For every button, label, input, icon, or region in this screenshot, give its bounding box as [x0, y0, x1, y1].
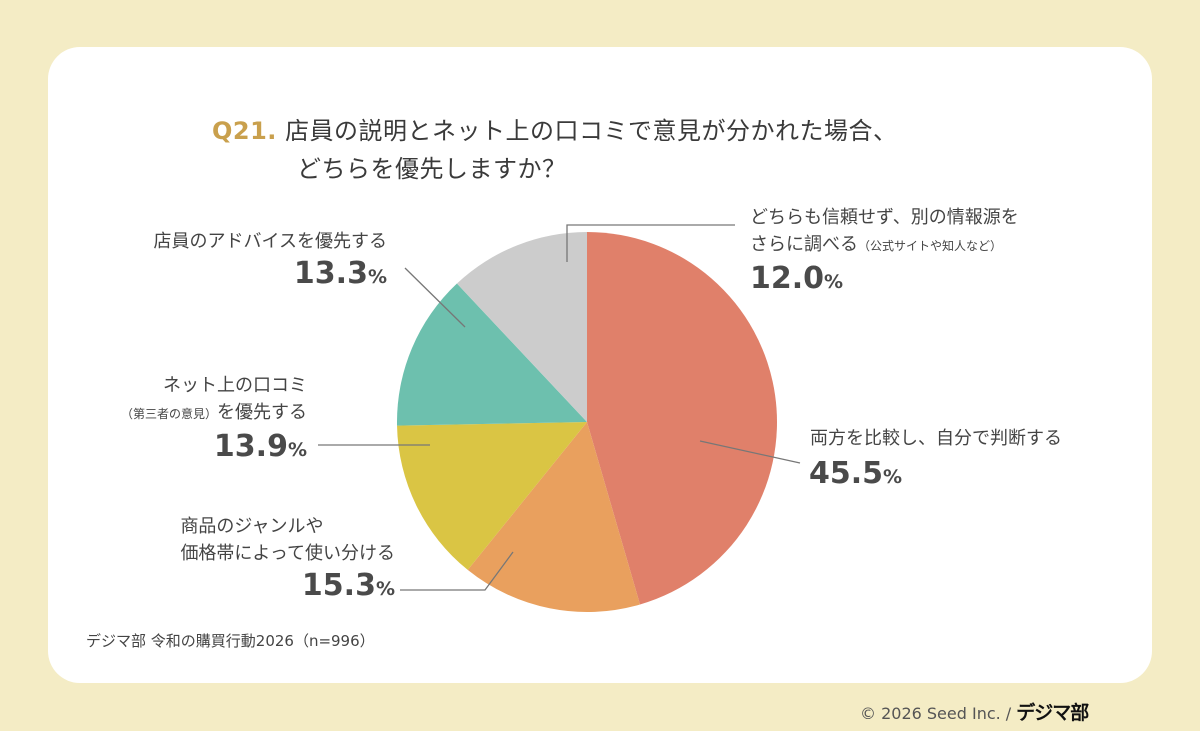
label-text: 店員のアドバイスを優先する — [153, 231, 387, 252]
pie-slice-4 — [456, 232, 587, 422]
label-note: （公式サイトや知人など） — [858, 239, 1003, 253]
pct-unit: % — [824, 271, 844, 293]
leader-line-4 — [566, 224, 735, 262]
chart-title: Q21. 店員の説明とネット上の口コミで意見が分かれた場合、 どちらを優先します… — [212, 112, 898, 188]
copyright-text: © 2026 Seed Inc. / — [860, 704, 1012, 723]
label-other-sources: どちらも信頼せず、別の情報源を さらに調べる（公式サイトや知人など） 12.0% — [750, 204, 1019, 301]
pct-value: 13.3 — [293, 256, 368, 291]
label-reviews: ネット上の口コミ （第三者の意見）を優先する 13.9% — [121, 372, 307, 469]
pct-unit: % — [367, 266, 387, 288]
pie-slice-3 — [397, 283, 587, 426]
logo: デジマ部 — [1016, 702, 1089, 724]
label-genre: 商品のジャンルや 価格帯によって使い分ける 15.3% — [180, 513, 395, 608]
pct-value: 15.3 — [301, 568, 376, 603]
label-staff: 店員のアドバイスを優先する 13.3% — [154, 228, 387, 296]
leader-line-3 — [404, 267, 466, 328]
pie-slice-0 — [587, 232, 778, 605]
source-note: デジマ部 令和の購買行動2026（n=996） — [86, 632, 375, 650]
label-line2: さらに調べる — [750, 234, 858, 255]
title-line1: 店員の説明とネット上の口コミで意見が分かれた場合、 — [285, 117, 898, 145]
label-line1: 商品のジャンルや — [180, 516, 324, 537]
label-line1: どちらも信頼せず、別の情報源を — [750, 207, 1019, 228]
pct-unit: % — [883, 466, 903, 488]
pie-slice-2 — [397, 422, 587, 570]
label-line2: 価格帯によって使い分ける — [180, 543, 395, 564]
leader-line-0 — [699, 440, 801, 464]
pct-value: 12.0 — [750, 261, 825, 296]
label-compare: 両方を比較し、自分で判断する 45.5% — [809, 425, 1062, 496]
pct-value: 13.9 — [213, 429, 288, 464]
pct-value: 45.5 — [809, 456, 884, 491]
label-text: 両方を比較し、自分で判断する — [810, 428, 1062, 449]
leader-line-1 — [400, 551, 514, 591]
title-line2: どちらを優先しますか？ — [297, 155, 567, 183]
label-line1: ネット上の口コミ — [163, 375, 307, 396]
label-line2: を優先する — [217, 402, 307, 423]
copyright: © 2026 Seed Inc. / デジマ部 — [860, 698, 1089, 725]
label-note: （第三者の意見） — [120, 407, 217, 421]
pct-unit: % — [287, 439, 307, 461]
question-number: Q21. — [212, 117, 277, 145]
pct-unit: % — [375, 578, 395, 600]
pie-slice-1 — [467, 422, 641, 612]
